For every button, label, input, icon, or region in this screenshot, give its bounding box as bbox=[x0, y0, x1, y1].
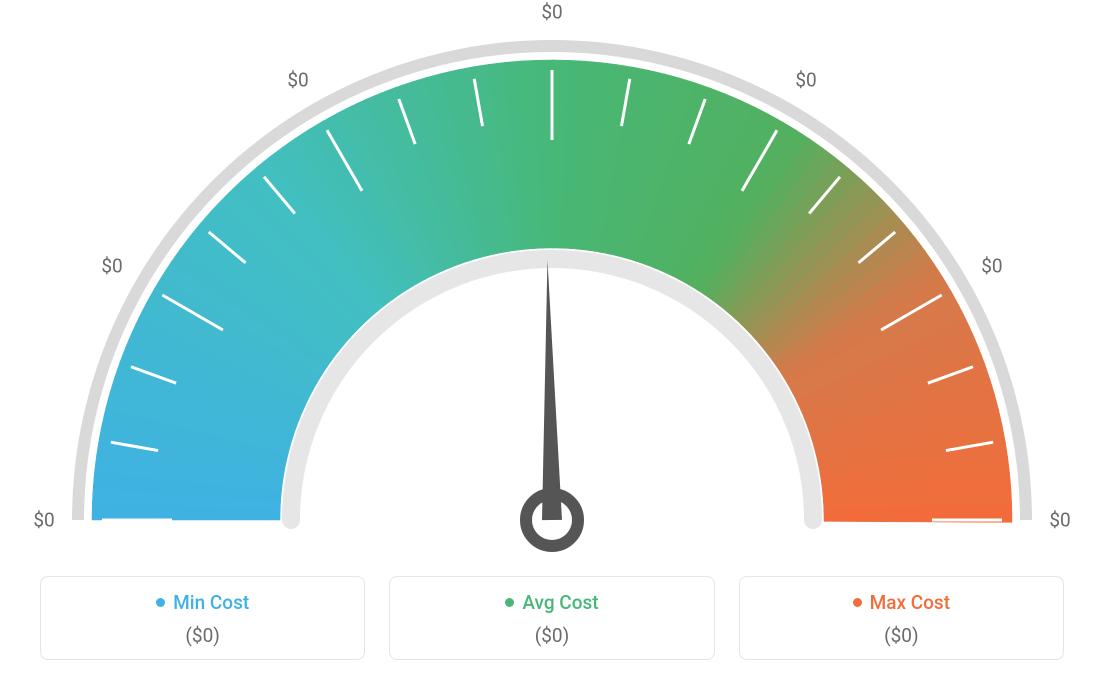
gauge-scale-label: $0 bbox=[33, 509, 54, 532]
gauge-scale-label: $0 bbox=[541, 1, 562, 24]
legend-label-avg: Avg Cost bbox=[522, 591, 598, 614]
gauge-scale-label: $0 bbox=[795, 69, 816, 92]
gauge-scale-label: $0 bbox=[287, 69, 308, 92]
gauge-chart: $0 $0 $0 $0 $0 $0 $0 bbox=[0, 0, 1104, 560]
legend-card-avg: Avg Cost ($0) bbox=[389, 576, 714, 660]
legend-value-max: ($0) bbox=[740, 624, 1063, 647]
legend-card-min: Min Cost ($0) bbox=[40, 576, 365, 660]
legend-dot-avg bbox=[505, 598, 514, 607]
gauge-scale-label: $0 bbox=[101, 255, 122, 278]
gauge-scale-label: $0 bbox=[981, 255, 1002, 278]
legend-value-min: ($0) bbox=[41, 624, 364, 647]
legend-dot-max bbox=[853, 598, 862, 607]
legend-label-max: Max Cost bbox=[870, 591, 950, 614]
gauge-scale-label: $0 bbox=[1049, 509, 1070, 532]
legend-value-avg: ($0) bbox=[390, 624, 713, 647]
legend-label-min: Min Cost bbox=[173, 591, 249, 614]
cost-gauge-widget: $0 $0 $0 $0 $0 $0 $0 Min Cost ($0) Avg Cost ($… bbox=[0, 0, 1104, 690]
legend-card-max: Max Cost ($0) bbox=[739, 576, 1064, 660]
legend-dot-min bbox=[156, 598, 165, 607]
legend-row: Min Cost ($0) Avg Cost ($0) Max Cost ($0… bbox=[40, 576, 1064, 660]
